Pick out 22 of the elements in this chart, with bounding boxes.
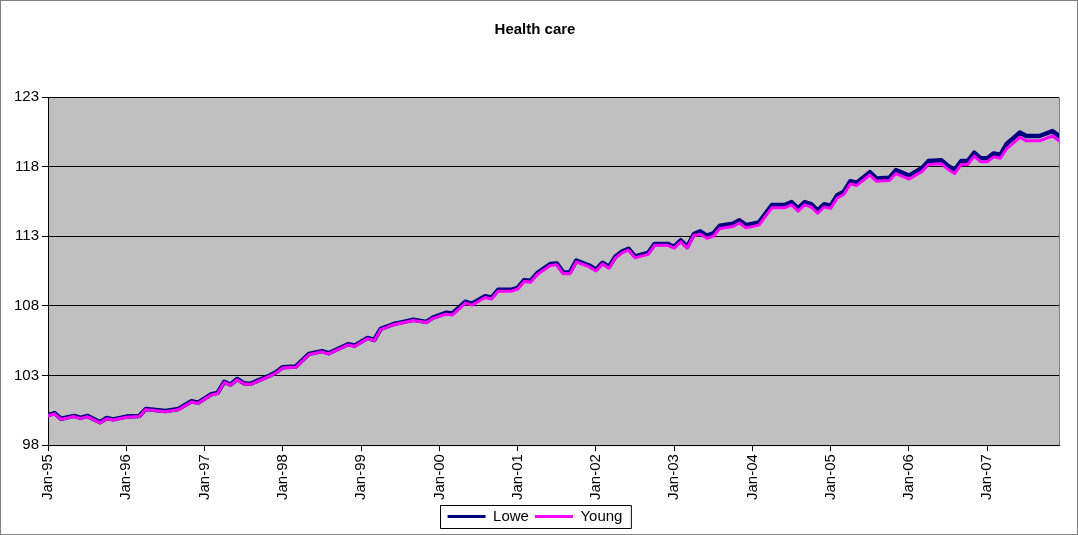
y-tick-label: 103 (14, 365, 40, 383)
y-tick-label: 113 (15, 226, 40, 244)
x-tick-label: Jan-05 (820, 454, 838, 501)
x-tick-label: Jan-00 (429, 454, 447, 501)
x-tick-label: Jan-07 (977, 454, 995, 501)
x-tick-label: Jan-03 (664, 454, 682, 501)
x-tick-label: Jan-06 (899, 454, 917, 501)
x-tick-label: Jan-02 (586, 454, 604, 501)
x-tick-label: Jan-95 (38, 454, 56, 501)
x-tick-label: Jan-96 (116, 454, 134, 501)
legend-label: Young (580, 506, 623, 524)
legend-label: Lowe (493, 506, 529, 524)
chart-title: Health care (494, 20, 576, 38)
x-tick-label: Jan-01 (507, 454, 525, 501)
y-tick-label: 98 (22, 435, 40, 453)
y-tick-label: 108 (14, 296, 40, 314)
x-tick-label: Jan-99 (351, 454, 369, 501)
x-tick-label: Jan-98 (272, 454, 290, 501)
x-tick-label: Jan-04 (742, 454, 760, 501)
y-tick-label: 118 (15, 156, 40, 174)
x-tick-label: Jan-97 (194, 454, 212, 501)
y-tick-label: 123 (14, 87, 40, 105)
